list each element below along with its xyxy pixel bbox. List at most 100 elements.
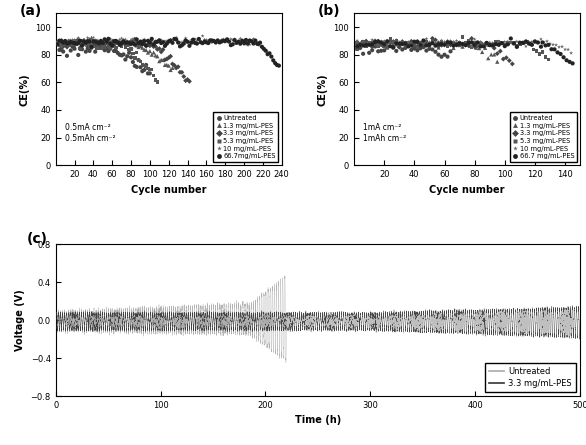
Point — [443, 42, 452, 49]
Point — [434, 42, 443, 49]
Point — [60, 40, 70, 47]
Point — [173, 63, 183, 70]
Point — [419, 39, 428, 46]
Point — [362, 40, 371, 47]
Point — [60, 38, 70, 45]
Point — [164, 62, 173, 69]
Point — [449, 42, 458, 49]
Point — [136, 38, 145, 45]
Point — [428, 46, 437, 53]
Point — [87, 44, 96, 51]
Point — [166, 36, 175, 43]
Point — [373, 43, 383, 50]
Point — [370, 40, 380, 47]
Point — [149, 39, 158, 46]
Point — [59, 38, 68, 45]
Point — [449, 42, 458, 49]
Point — [81, 42, 90, 49]
Point — [68, 43, 77, 50]
Point — [122, 39, 132, 46]
Point — [81, 40, 90, 47]
Point — [66, 39, 76, 46]
Point — [391, 41, 401, 48]
Point — [512, 43, 522, 50]
Point — [413, 38, 422, 45]
Point — [485, 39, 495, 46]
Point — [53, 39, 62, 46]
Point — [527, 38, 537, 45]
Point — [223, 36, 232, 43]
Point — [398, 39, 407, 46]
Point — [380, 37, 389, 44]
Point — [185, 39, 194, 46]
Point — [139, 36, 149, 43]
Point — [79, 38, 88, 45]
Point — [458, 41, 467, 49]
Point — [554, 44, 564, 51]
Point — [93, 40, 102, 48]
Point — [481, 44, 490, 52]
Point — [452, 41, 461, 49]
Point — [113, 39, 122, 46]
Point — [415, 39, 425, 46]
Point — [113, 39, 122, 46]
Point — [391, 37, 401, 44]
Point — [206, 39, 215, 46]
Point — [224, 38, 234, 45]
Point — [478, 41, 487, 48]
Point — [130, 54, 139, 61]
Point — [76, 40, 85, 47]
Point — [64, 40, 74, 47]
Point — [94, 39, 104, 46]
Point — [415, 40, 425, 47]
Point — [542, 38, 551, 45]
Point — [494, 38, 503, 45]
Point — [556, 50, 565, 57]
Point — [257, 43, 267, 50]
Point — [389, 40, 398, 47]
Point — [196, 39, 206, 46]
Point — [121, 40, 130, 47]
Point — [130, 36, 139, 43]
Point — [117, 40, 127, 47]
Point — [389, 37, 398, 44]
Point — [503, 38, 513, 45]
Point — [256, 43, 265, 50]
Point — [499, 56, 508, 63]
Point — [383, 40, 392, 48]
Point — [147, 35, 156, 42]
Point — [83, 39, 93, 46]
Point — [356, 40, 365, 48]
Point — [239, 41, 248, 48]
Point — [127, 45, 136, 53]
Point — [538, 48, 547, 55]
Point — [373, 39, 383, 46]
Point — [185, 42, 194, 49]
Point — [189, 36, 198, 43]
Point — [62, 41, 71, 48]
Point — [475, 44, 484, 52]
Point — [110, 37, 119, 44]
Point — [483, 41, 493, 48]
Point — [512, 43, 522, 50]
Point — [64, 37, 74, 44]
Point — [138, 61, 147, 68]
Point — [79, 40, 88, 48]
Point — [389, 44, 398, 51]
Point — [440, 51, 449, 58]
Point — [100, 43, 110, 50]
Point — [551, 41, 561, 49]
Point — [489, 44, 499, 52]
Point — [62, 37, 71, 44]
Point — [62, 37, 71, 44]
Point — [422, 37, 431, 44]
Point — [83, 34, 93, 41]
Point — [419, 39, 428, 46]
Point — [404, 43, 413, 50]
Point — [407, 38, 416, 45]
Point — [105, 45, 115, 53]
Point — [461, 41, 471, 49]
Point — [83, 36, 93, 44]
Point — [415, 45, 425, 52]
Point — [546, 40, 555, 47]
